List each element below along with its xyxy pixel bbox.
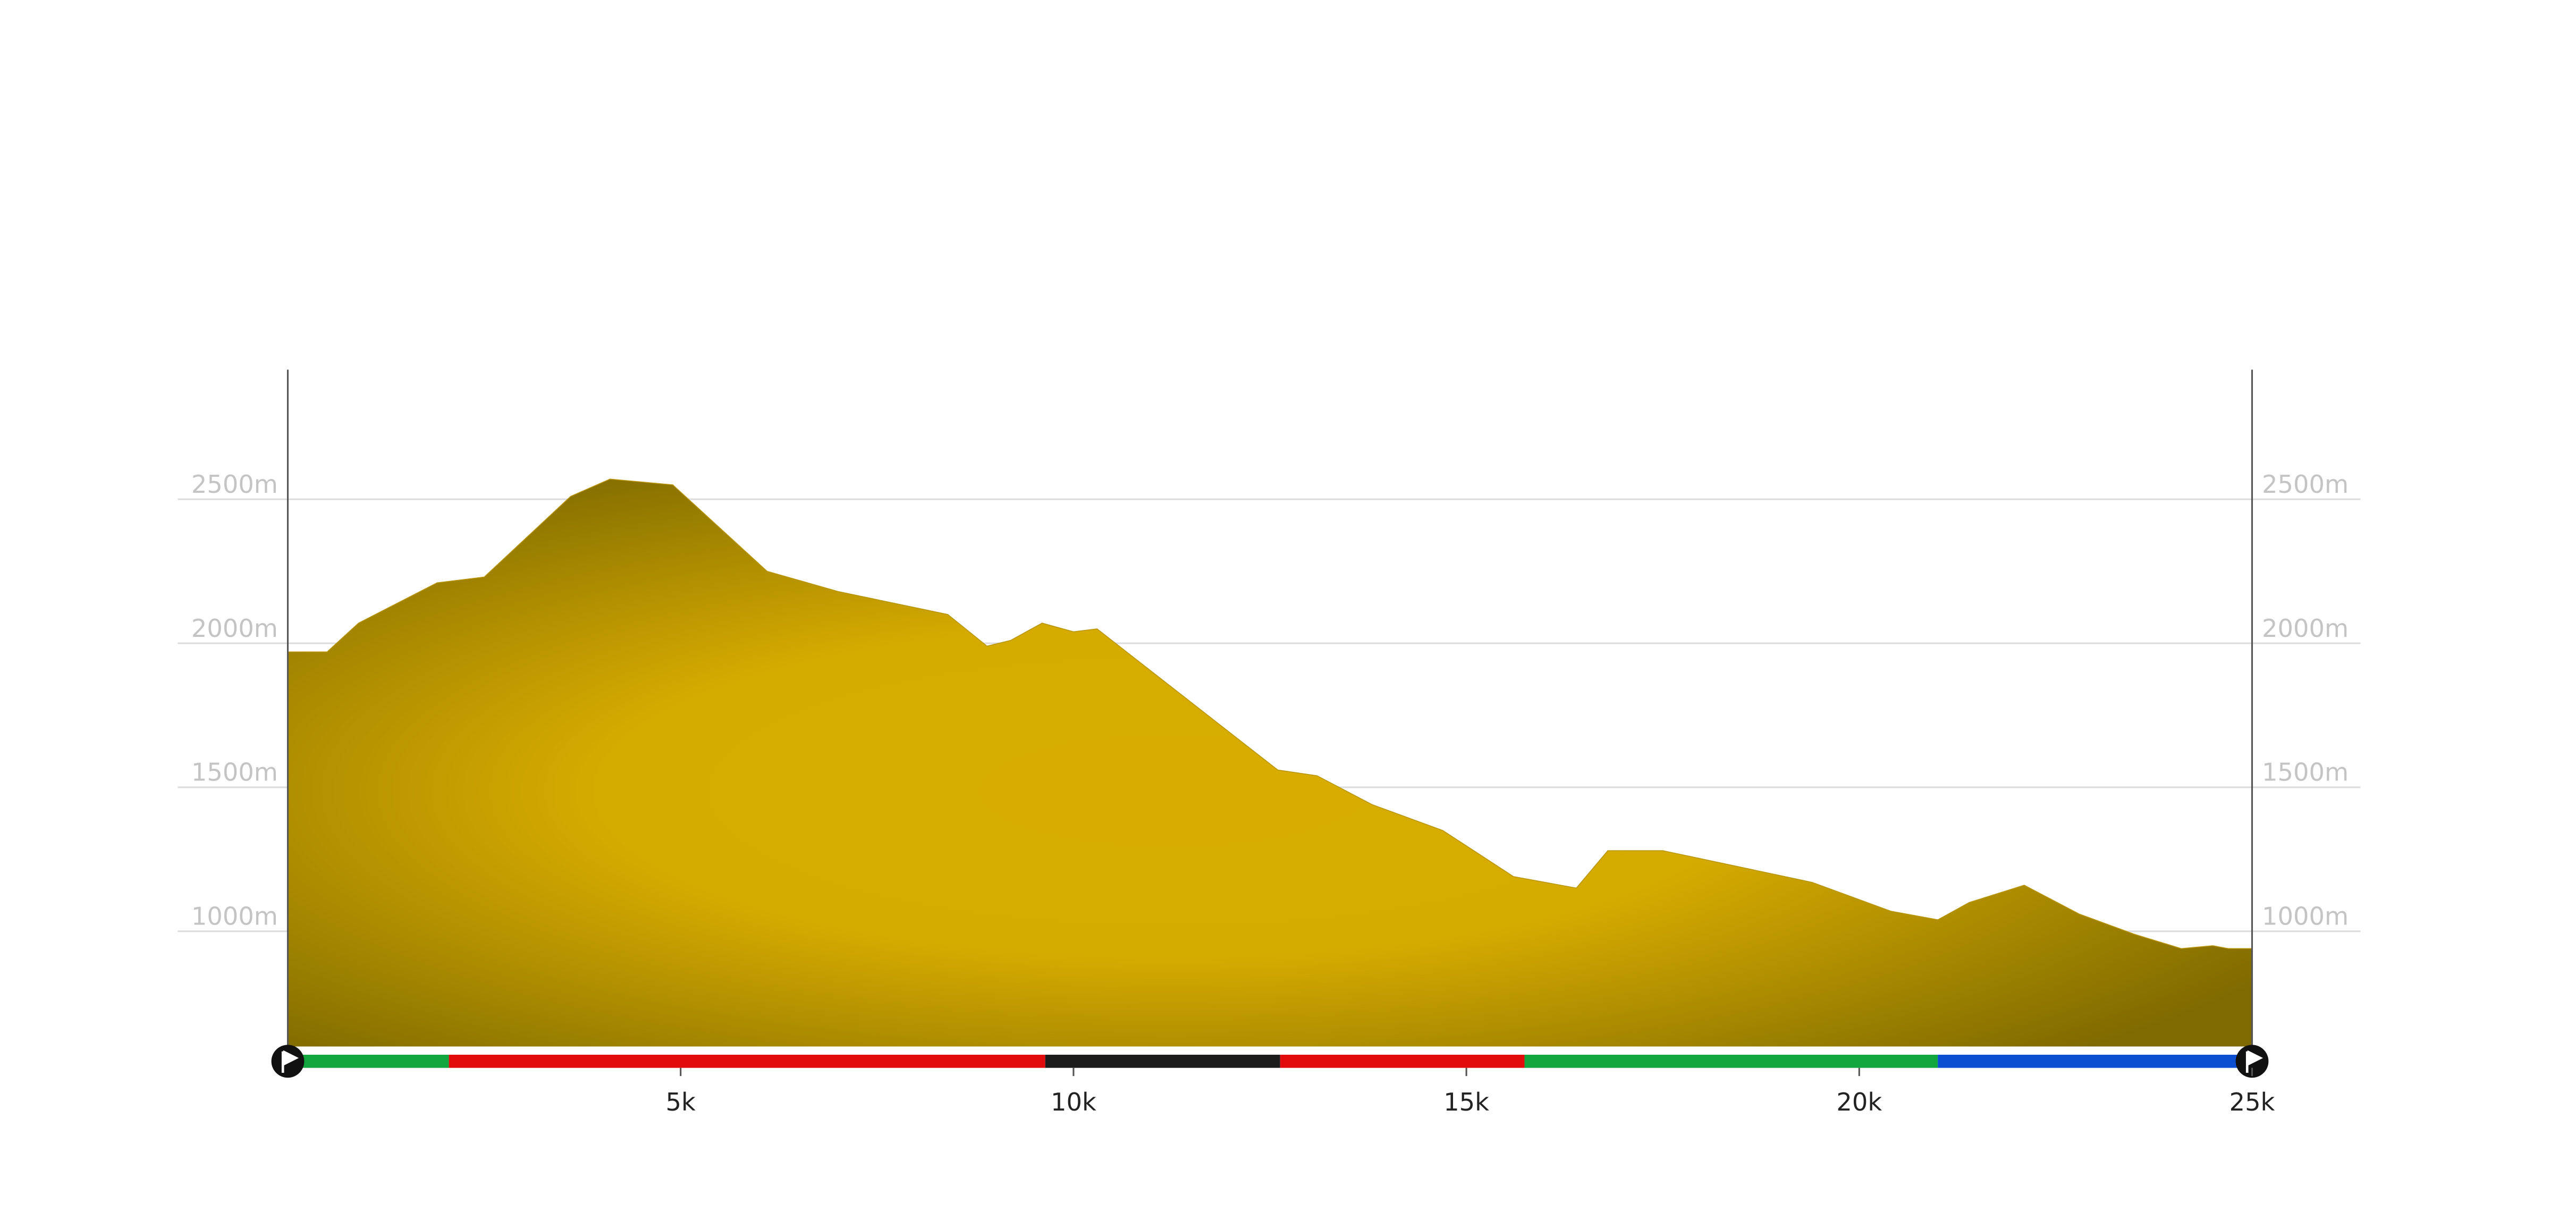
- x-tick-label: 15k: [1443, 1088, 1489, 1116]
- flag-icon: [281, 1050, 299, 1073]
- segment: [449, 1054, 1045, 1068]
- x-tick-label: 20k: [1836, 1088, 1882, 1116]
- y2-tick-label: 1000m: [2262, 902, 2349, 931]
- y2-tick-label: 2000m: [2262, 614, 2349, 643]
- y2-tick-label: 2500m: [2262, 470, 2349, 499]
- area-fill: [288, 479, 2252, 1047]
- y-tick-label: 2500m: [191, 470, 278, 499]
- y-tick-label: 1500m: [191, 758, 278, 787]
- segment-bar-bg: [288, 1046, 2252, 1053]
- flag-icon: [2245, 1050, 2263, 1073]
- y2-tick-label: 1500m: [2262, 758, 2349, 787]
- x-tick-label: 10k: [1051, 1088, 1096, 1116]
- x-tick-label: 25k: [2229, 1088, 2275, 1116]
- segment: [1938, 1054, 2252, 1068]
- segment: [1280, 1054, 1525, 1068]
- segment: [1524, 1054, 1938, 1068]
- y-tick-label: 1000m: [191, 902, 278, 931]
- elevation-line: [288, 478, 2252, 949]
- y-tick-label: 2000m: [191, 614, 278, 643]
- segment: [1045, 1054, 1280, 1068]
- x-tick-label: 5k: [666, 1088, 696, 1116]
- segment: [288, 1054, 449, 1068]
